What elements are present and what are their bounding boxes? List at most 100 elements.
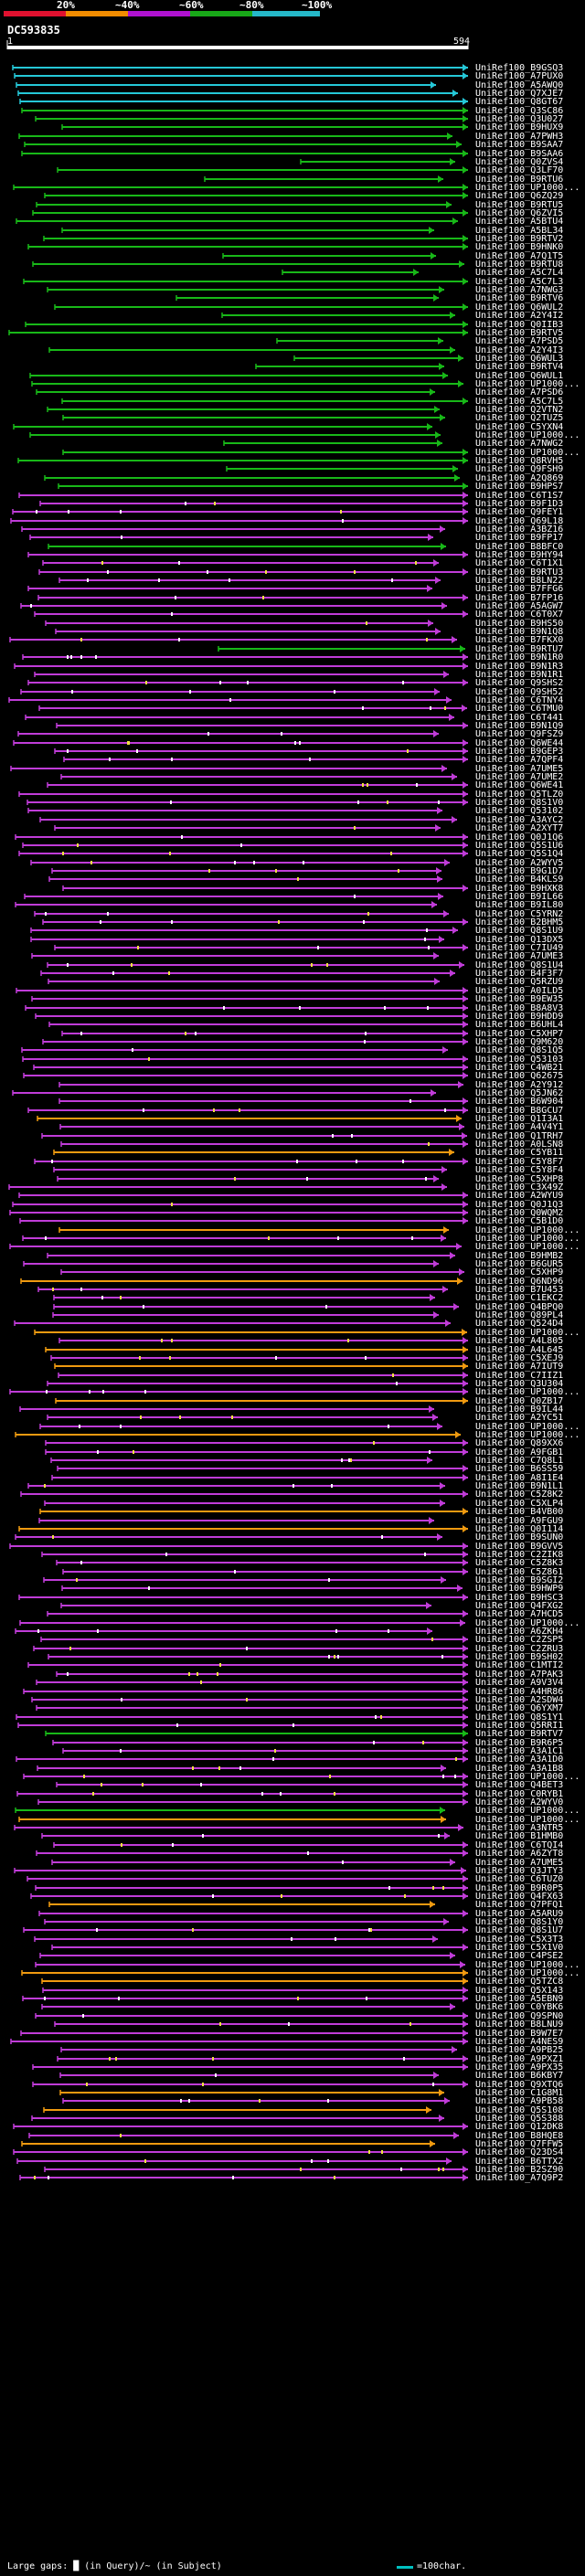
hit-track[interactable] xyxy=(20,2030,468,2037)
hit-track[interactable] xyxy=(36,388,435,396)
hit-label[interactable]: UniRef100_Q5JN62 xyxy=(475,1088,564,1098)
hit-label[interactable]: UniRef100_C1EKC2 xyxy=(475,1293,564,1303)
hit-label[interactable]: UniRef100_Q4FXG2 xyxy=(475,1601,564,1611)
hit-label[interactable]: UniRef100_B9RTU5 xyxy=(475,200,564,210)
hit-track[interactable] xyxy=(226,465,458,472)
hit-label[interactable]: UniRef100_C3X49Z xyxy=(475,1182,564,1193)
hit-label[interactable]: UniRef100_B9GSQ3 xyxy=(475,63,564,73)
hit-track[interactable] xyxy=(9,636,457,643)
hit-track[interactable] xyxy=(50,1457,432,1464)
hit-label[interactable]: UniRef100_UP1000... xyxy=(475,448,580,458)
hit-label[interactable]: UniRef100_A2Y4I2 xyxy=(475,311,564,321)
hit-label[interactable]: UniRef100_UP1000... xyxy=(475,1968,580,1978)
hit-track[interactable] xyxy=(45,620,433,627)
hit-label[interactable]: UniRef100_A2Q869 xyxy=(475,473,564,483)
hit-label[interactable]: UniRef100_A7UME5 xyxy=(475,1858,564,1868)
hit-label[interactable]: UniRef100_Q8GT67 xyxy=(475,97,564,107)
hit-track[interactable] xyxy=(51,1474,468,1481)
hit-label[interactable]: UniRef100_B9RTU8 xyxy=(475,260,564,270)
hit-label[interactable]: UniRef100_A4V4Y1 xyxy=(475,1122,564,1132)
hit-label[interactable]: UniRef100_B9EW35 xyxy=(475,994,564,1004)
hit-track[interactable] xyxy=(47,286,444,293)
hit-label[interactable]: UniRef100_C5Z8K2 xyxy=(475,1489,564,1500)
hit-track[interactable] xyxy=(14,1824,463,1831)
hit-label[interactable]: UniRef100_Q8RVH5 xyxy=(475,456,564,466)
hit-label[interactable]: UniRef100_B9SAA6 xyxy=(475,149,564,159)
hit-track[interactable] xyxy=(53,1294,435,1301)
hit-track[interactable] xyxy=(10,2038,468,2045)
hit-label[interactable]: UniRef100_B9RTV6 xyxy=(475,293,564,303)
hit-label[interactable]: UniRef100_Q0I114 xyxy=(475,1524,564,1534)
hit-track[interactable] xyxy=(35,1012,468,1020)
hit-track[interactable] xyxy=(58,1097,468,1105)
hit-track[interactable] xyxy=(43,2106,431,2114)
hit-label[interactable]: UniRef100_B9RTU6 xyxy=(475,175,564,185)
hit-label[interactable]: UniRef100_A7UME3 xyxy=(475,951,564,961)
hit-label[interactable]: UniRef100_A4HR86 xyxy=(475,1687,564,1697)
hit-label[interactable]: UniRef100_Q6YXM7 xyxy=(475,1703,564,1713)
hit-track[interactable] xyxy=(57,1465,468,1472)
hit-track[interactable] xyxy=(54,2020,468,2028)
hit-label[interactable]: UniRef100_A2WYU9 xyxy=(475,1191,564,1201)
hit-label[interactable]: UniRef100_Q5RRI1 xyxy=(475,1721,564,1731)
hit-label[interactable]: UniRef100_B7U453 xyxy=(475,1285,564,1295)
hit-track[interactable] xyxy=(54,303,468,311)
hit-track[interactable] xyxy=(34,671,449,678)
hit-label[interactable]: UniRef100_C5XLP4 xyxy=(475,1499,564,1509)
hit-track[interactable] xyxy=(27,1107,468,1114)
hit-label[interactable]: UniRef100_UP1000... xyxy=(475,1234,580,1244)
hit-label[interactable]: UniRef100_UP1000... xyxy=(475,1772,580,1782)
hit-track[interactable] xyxy=(15,833,468,841)
hit-track[interactable] xyxy=(21,1046,448,1054)
hit-track[interactable] xyxy=(27,1875,468,1882)
hit-track[interactable] xyxy=(44,474,460,482)
hit-track[interactable] xyxy=(47,1610,468,1617)
hit-track[interactable] xyxy=(48,543,446,550)
hit-label[interactable]: UniRef100_UP1000... xyxy=(475,379,580,389)
hit-track[interactable] xyxy=(255,363,444,370)
hit-label[interactable]: UniRef100_B9IL44 xyxy=(475,1405,564,1415)
hit-track[interactable] xyxy=(41,1551,468,1558)
hit-label[interactable]: UniRef100_Q9SH52 xyxy=(475,687,564,697)
hit-label[interactable]: UniRef100_A5C7L5 xyxy=(475,397,564,407)
hit-track[interactable] xyxy=(31,2115,444,2122)
hit-label[interactable]: UniRef100_A6ZKH4 xyxy=(475,1627,564,1637)
hit-track[interactable] xyxy=(47,781,468,789)
hit-label[interactable]: UniRef100_C5Y8F4 xyxy=(475,1165,564,1175)
hit-track[interactable] xyxy=(17,730,439,737)
hit-track[interactable] xyxy=(22,653,468,661)
hit-track[interactable] xyxy=(10,765,447,772)
hit-track[interactable] xyxy=(25,321,468,328)
hit-track[interactable] xyxy=(38,705,467,712)
hit-track[interactable] xyxy=(9,1243,462,1250)
hit-track[interactable] xyxy=(18,790,468,798)
hit-label[interactable]: UniRef100_B9HXK8 xyxy=(475,884,564,894)
hit-label[interactable]: UniRef100_B9RTV7 xyxy=(475,1729,564,1739)
hit-label[interactable]: UniRef100_B9HS50 xyxy=(475,619,564,629)
hit-label[interactable]: UniRef100_Q8S1Q5 xyxy=(475,1045,564,1055)
hit-track[interactable] xyxy=(40,970,455,977)
hit-track[interactable] xyxy=(32,2063,468,2071)
hit-track[interactable] xyxy=(16,2157,452,2165)
hit-track[interactable] xyxy=(62,1568,468,1575)
hit-label[interactable]: UniRef100_Q8S1V0 xyxy=(475,798,564,808)
hit-label[interactable]: UniRef100_A9PX35 xyxy=(475,2062,564,2072)
hit-label[interactable]: UniRef100_UP1000... xyxy=(475,183,580,193)
hit-track[interactable] xyxy=(48,1653,468,1660)
hit-track[interactable] xyxy=(17,1722,468,1729)
hit-track[interactable] xyxy=(24,893,443,900)
hit-label[interactable]: UniRef100_Q8S1U7 xyxy=(475,1925,564,1935)
hit-track[interactable] xyxy=(54,944,468,951)
hit-track[interactable] xyxy=(61,123,468,131)
hit-track[interactable] xyxy=(222,252,436,260)
hit-label[interactable]: UniRef100_C1G8M1 xyxy=(475,2088,564,2098)
hit-track[interactable] xyxy=(45,1346,468,1353)
hit-track[interactable] xyxy=(35,1884,468,1892)
hit-track[interactable] xyxy=(16,987,468,994)
hit-label[interactable]: UniRef100_A7UME5 xyxy=(475,764,564,774)
hit-track[interactable] xyxy=(27,1661,468,1669)
hit-label[interactable]: UniRef100_UP1000... xyxy=(475,1815,580,1825)
hit-track[interactable] xyxy=(51,1859,455,1866)
hit-label[interactable]: UniRef100_C5XHP8 xyxy=(475,1174,564,1184)
hit-track[interactable] xyxy=(29,534,433,541)
